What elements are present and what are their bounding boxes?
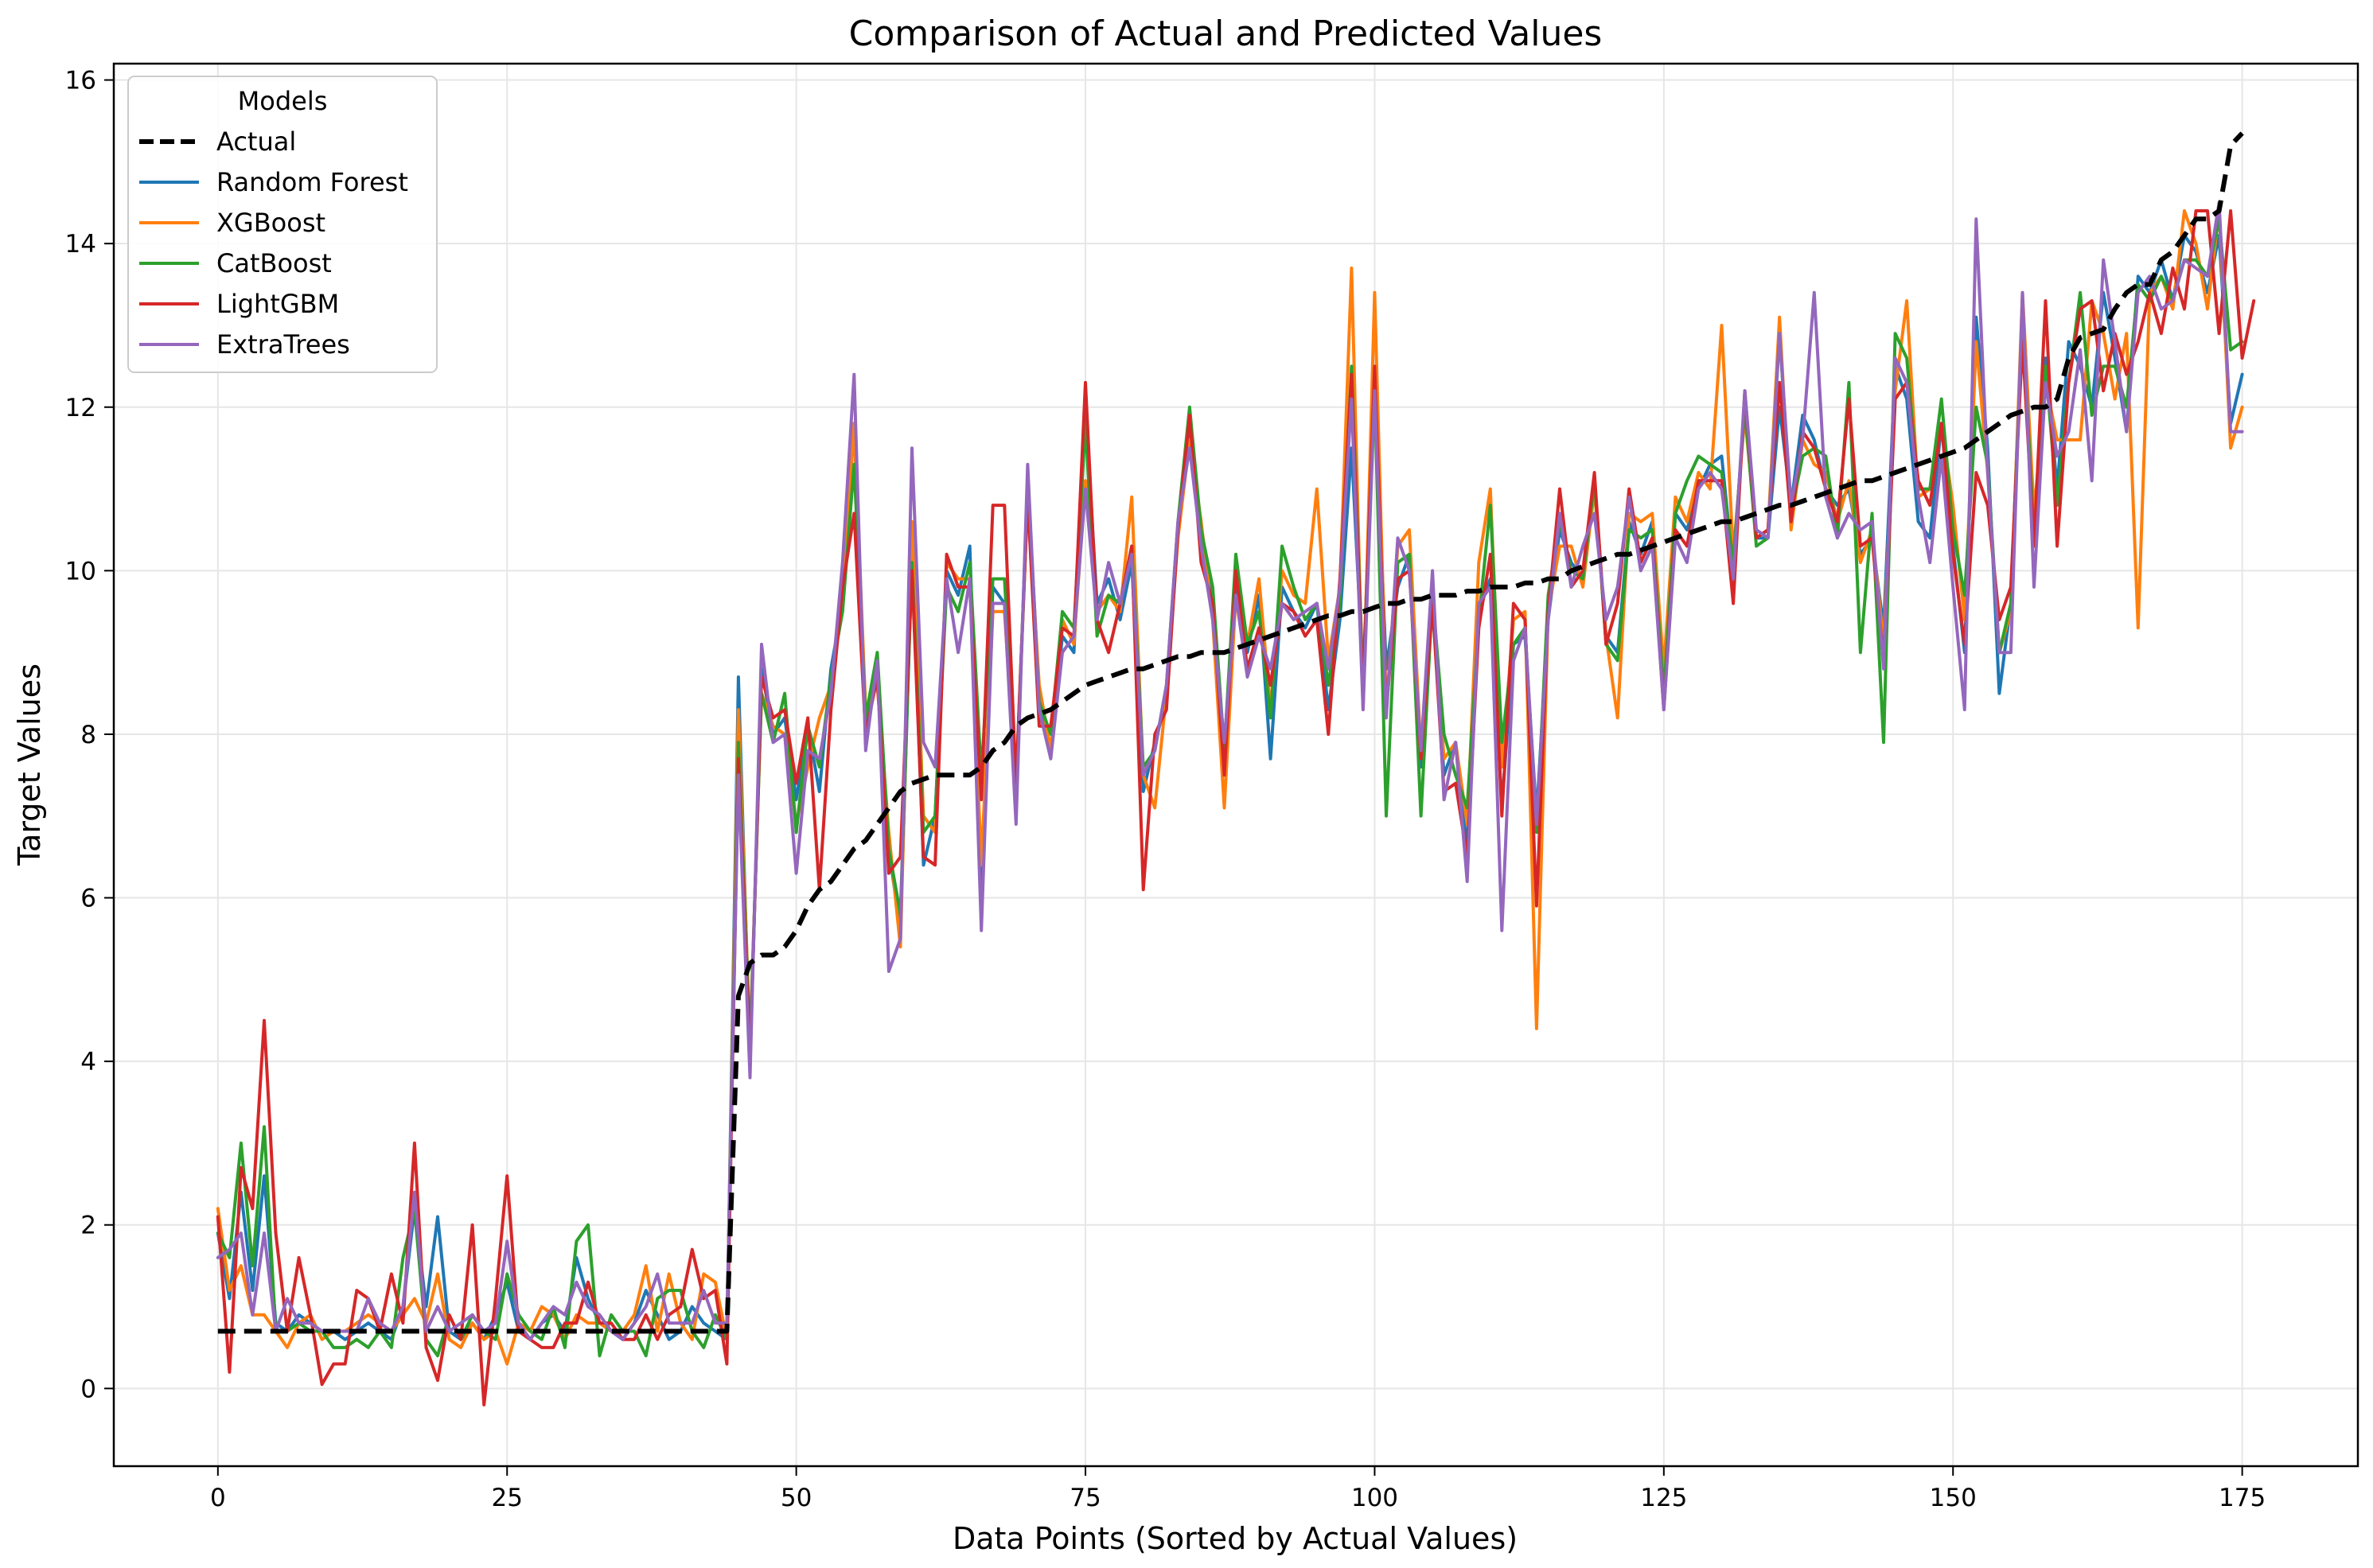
grid-layer: [114, 64, 2358, 1466]
y-axis-label: Target Values: [12, 663, 47, 866]
x-tick-label: 0: [210, 1484, 226, 1512]
series-line-catboost: [216, 217, 2244, 1358]
legend: Models Actual Random Forest XGBoost CatBoos…: [127, 76, 438, 373]
y-tick-label: 0: [80, 1375, 96, 1403]
ticks-layer: 0 25 50 75 100 125 150 175 0 2 4 6 8 10 12 14 16: [65, 67, 2266, 1512]
legend-box: [127, 76, 438, 373]
legend-label-extratrees: ExtraTrees: [216, 329, 350, 360]
series-line-xgboost: [216, 209, 2244, 1366]
axes-layer: [112, 62, 2359, 1468]
x-tick-label: 75: [1070, 1484, 1101, 1512]
y-tick-label: 16: [65, 67, 96, 95]
series-line-extratrees: [216, 200, 2244, 1341]
y-tick-label: 2: [80, 1212, 96, 1240]
y-tick-label: 8: [80, 721, 96, 749]
legend-label-xgboost: XGBoost: [216, 208, 325, 238]
chart-title: Comparison of Actual and Predicted Value…: [849, 14, 1603, 54]
x-tick-label: 125: [1640, 1484, 1687, 1512]
legend-title: Models: [238, 86, 328, 116]
x-tick-label: 150: [1930, 1484, 1977, 1512]
legend-label-catboost: CatBoost: [216, 248, 332, 278]
x-tick-label: 175: [2219, 1484, 2266, 1512]
plot-frame: [112, 62, 2359, 1468]
y-tick-label: 6: [80, 885, 96, 913]
x-tick-label: 50: [781, 1484, 812, 1512]
legend-label-lightgbm: LightGBM: [216, 289, 339, 319]
series-line-random-forest: [216, 233, 2244, 1341]
series-line-actual: [217, 131, 2244, 1334]
x-tick-label: 100: [1351, 1484, 1398, 1512]
y-tick-label: 4: [80, 1048, 96, 1076]
x-tick-label: 25: [492, 1484, 523, 1512]
legend-label-random-forest: Random Forest: [216, 167, 408, 197]
legend-label-actual: Actual: [216, 126, 296, 157]
legend-entries: Actual Random Forest XGBoost CatBoost LightG…: [139, 126, 408, 360]
series-line-lightgbm: [216, 209, 2256, 1407]
y-tick-label: 14: [65, 230, 96, 259]
y-tick-label: 12: [65, 394, 96, 422]
y-tick-label: 10: [65, 557, 96, 586]
x-axis-label: Data Points (Sorted by Actual Values): [953, 1521, 1518, 1556]
series-layer: [216, 131, 2256, 1407]
